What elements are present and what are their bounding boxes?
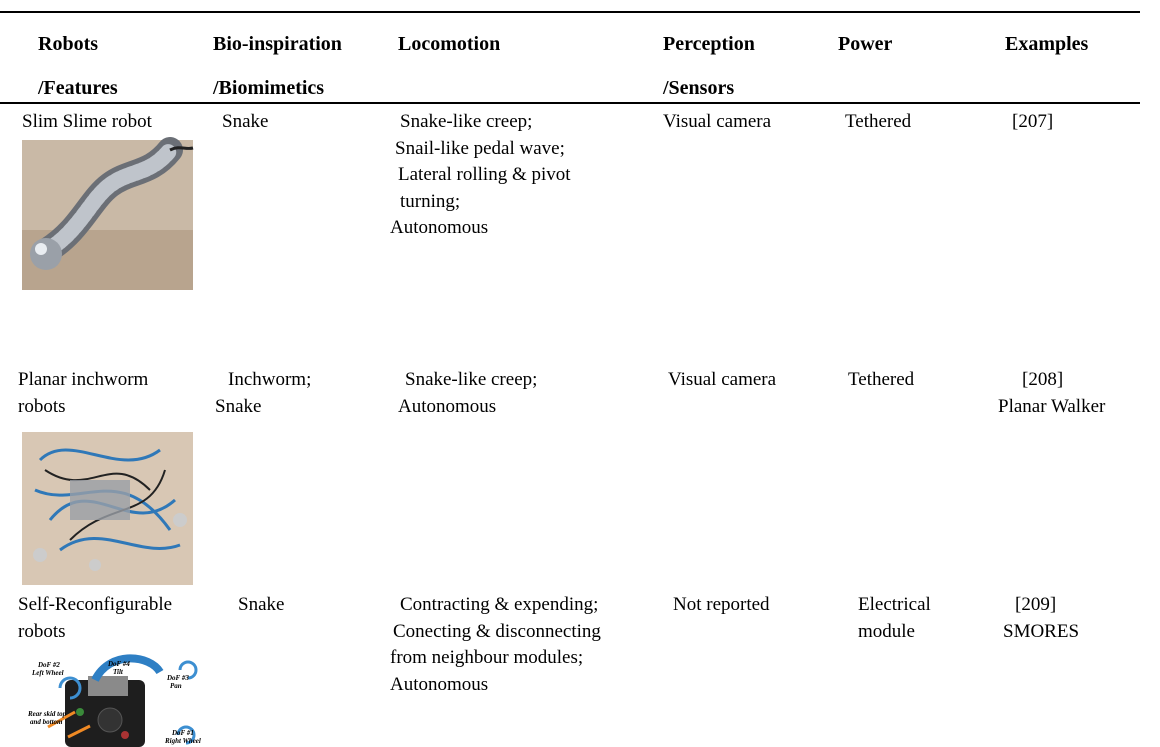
perception: Visual camera [668,369,777,390]
perception: Not reported [673,594,770,615]
figure-label: DoF #2 [37,661,60,669]
figure-label: Pan [170,682,182,690]
locomotion: Autonomous [390,673,489,695]
example: [209] [1015,594,1057,615]
column-header: /Features [38,77,118,99]
robot-name: robots [18,620,66,642]
figure-label: Tilt [113,668,124,676]
locomotion: Snake-like creep; [405,369,538,390]
locomotion: Lateral rolling & pivot [398,164,571,185]
robot-name: Self-Reconfigurable [18,594,173,615]
locomotion: Snail-like pedal wave; [395,137,565,159]
bio-inspiration: Snake [238,594,285,615]
robot-name: Planar inchworm [18,369,149,390]
slim-slime-image [22,137,194,290]
figure-label: DoF #1 [171,729,194,737]
figure-label: Right Wheel [164,737,201,745]
planar-walker-image [22,432,193,585]
locomotion: Contracting & expending; [400,594,599,615]
figure-label: DoF #4 [107,660,130,668]
bio-inspiration: Inchworm; [228,369,312,390]
power: module [858,620,915,642]
column-header: Locomotion [398,33,501,55]
locomotion: Autonomous [390,217,489,238]
column-header: Examples [1005,33,1089,55]
robot-name: Slim Slime robot [22,111,152,132]
header-rule [0,102,1140,104]
figure-label: DoF #3 [166,674,189,682]
example: Planar Walker [998,395,1106,417]
example: [207] [1012,111,1054,132]
robot-name: robots [18,395,66,417]
locomotion: Conecting & disconnecting [393,620,601,642]
locomotion: turning; [400,190,461,212]
column-header: Bio-inspiration [213,33,342,55]
locomotion: Autonomous [398,395,497,417]
figure-label: and bottom [30,718,63,726]
figure-label: Left Wheel [31,669,64,677]
bio-inspiration: Snake [222,111,269,132]
column-header: /Biomimetics [213,77,325,99]
perception: Visual camera [663,111,772,132]
column-header: Robots [38,33,99,55]
column-header: Power [838,33,893,55]
locomotion: Snake-like creep; [400,111,533,132]
power: Tethered [845,111,912,132]
bio-inspiration: Snake [215,395,262,417]
example: [208] [1022,369,1064,390]
locomotion: from neighbour modules; [390,647,584,668]
example: SMORES [1003,620,1080,642]
top-rule [0,11,1140,13]
figure-label: Rear skid top [27,710,67,718]
column-header: /Sensors [663,77,735,99]
power: Electrical [858,594,931,615]
power: Tethered [848,369,915,390]
column-header: Perception [663,33,755,55]
